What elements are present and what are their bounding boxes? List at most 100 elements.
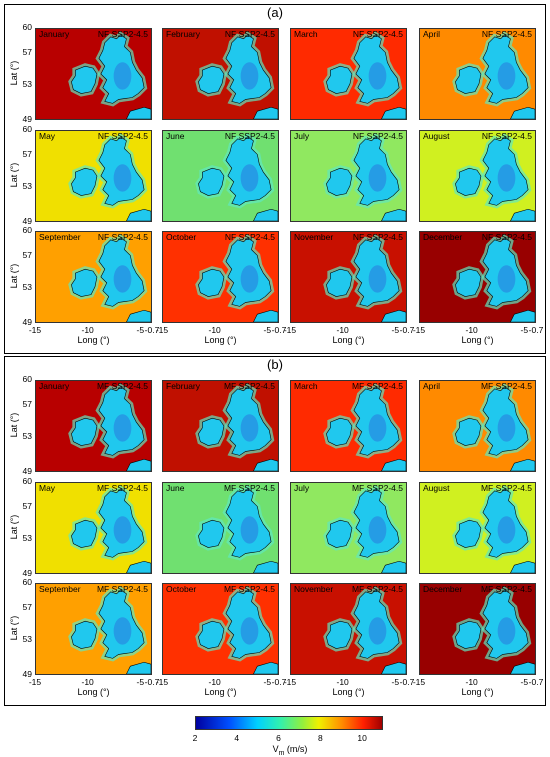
lat-tick: 57 bbox=[22, 398, 32, 409]
month-label: June bbox=[166, 131, 185, 141]
inland-low-speed bbox=[368, 265, 387, 293]
france-land bbox=[253, 106, 278, 119]
inland-low-speed bbox=[240, 265, 259, 293]
france-land bbox=[126, 661, 151, 674]
month-label: February bbox=[166, 29, 201, 39]
wind-speed-map bbox=[291, 584, 406, 674]
wind-speed-map bbox=[291, 381, 406, 471]
map-panel-december: December NF SSP2-4.5 bbox=[419, 231, 536, 323]
month-label: September bbox=[39, 584, 81, 594]
inland-low-speed bbox=[368, 62, 387, 90]
inland-low-speed bbox=[240, 414, 259, 442]
map-panel-january: January NF SSP2-4.5 bbox=[35, 28, 152, 120]
france-land bbox=[381, 309, 406, 322]
france-land bbox=[126, 458, 151, 471]
map-panel-april: April MF SSP2-4.5 bbox=[419, 380, 536, 472]
inland-low-speed bbox=[368, 516, 387, 544]
scenario-label: NF SSP2-4.5 bbox=[352, 131, 403, 141]
map-panel-june: June NF SSP2-4.5 bbox=[162, 130, 279, 222]
france-land bbox=[510, 106, 535, 119]
lat-tick: 57 bbox=[22, 148, 32, 159]
long-tick: -15 bbox=[155, 325, 169, 335]
long-tick: -5 bbox=[391, 325, 400, 335]
wind-speed-map bbox=[291, 232, 406, 322]
ireland-land bbox=[326, 417, 353, 446]
inland-low-speed bbox=[368, 414, 387, 442]
scenario-label: NF SSP2-4.5 bbox=[97, 232, 148, 242]
ireland-land bbox=[455, 268, 482, 297]
long-axis-label: Long (°) bbox=[461, 335, 494, 345]
month-label: April bbox=[423, 381, 441, 391]
inland-low-speed bbox=[240, 617, 259, 645]
month-label: August bbox=[423, 483, 450, 493]
colorbar bbox=[195, 716, 383, 730]
france-land bbox=[381, 560, 406, 573]
wind-speed-map bbox=[163, 131, 278, 221]
lat-tick: 53 bbox=[22, 79, 32, 90]
ireland-land bbox=[455, 65, 482, 94]
map-panel-august: August NF SSP2-4.5 bbox=[419, 130, 536, 222]
ireland-land bbox=[71, 417, 98, 446]
long-axis-label: Long (°) bbox=[77, 687, 110, 697]
month-label: May bbox=[39, 483, 56, 493]
long-tick: -15 bbox=[412, 325, 426, 335]
long-tick: -0.7 bbox=[144, 677, 160, 687]
lat-tick: 57 bbox=[22, 500, 32, 511]
france-land bbox=[510, 458, 535, 471]
wind-speed-map bbox=[420, 483, 535, 573]
section-a-label: (a) bbox=[267, 5, 283, 20]
scenario-label: MF SSP2-4.5 bbox=[96, 483, 148, 493]
france-land bbox=[381, 661, 406, 674]
wind-speed-map bbox=[291, 131, 406, 221]
scenario-label: MF SSP2-4.5 bbox=[223, 584, 275, 594]
long-tick: -5 bbox=[263, 325, 272, 335]
colorbar-tick: 4 bbox=[234, 733, 240, 743]
france-land bbox=[510, 309, 535, 322]
long-tick: -15 bbox=[28, 325, 42, 335]
inland-low-speed bbox=[113, 265, 132, 293]
map-panel-march: March MF SSP2-4.5 bbox=[290, 380, 407, 472]
month-label: August bbox=[423, 131, 450, 141]
france-land bbox=[126, 208, 151, 221]
wind-speed-map bbox=[36, 584, 151, 674]
france-land bbox=[510, 208, 535, 221]
lat-tick: 49 bbox=[22, 568, 32, 578]
long-tick: -10 bbox=[336, 325, 349, 335]
lat-tick: 60 bbox=[22, 577, 32, 587]
long-axis-label: Long (°) bbox=[332, 687, 365, 697]
france-land bbox=[381, 208, 406, 221]
ireland-land bbox=[198, 167, 225, 196]
france-land bbox=[126, 309, 151, 322]
wind-speed-map bbox=[36, 381, 151, 471]
long-axis-label: Long (°) bbox=[204, 687, 237, 697]
colorbar-tick: 2 bbox=[192, 733, 198, 743]
inland-low-speed bbox=[497, 414, 516, 442]
ireland-land bbox=[326, 268, 353, 297]
section-b-label: (b) bbox=[267, 357, 283, 372]
long-tick: -10 bbox=[81, 677, 94, 687]
lat-tick: 49 bbox=[22, 466, 32, 476]
month-label: May bbox=[39, 131, 56, 141]
month-label: October bbox=[166, 232, 197, 242]
wind-speed-map bbox=[163, 381, 278, 471]
wind-speed-map bbox=[163, 29, 278, 119]
map-panel-may: May MF SSP2-4.5 bbox=[35, 482, 152, 574]
ireland-land bbox=[198, 65, 225, 94]
long-tick: -10 bbox=[336, 677, 349, 687]
colorbar-tick: 6 bbox=[276, 733, 281, 743]
wind-speed-map bbox=[420, 131, 535, 221]
lat-tick: 53 bbox=[22, 634, 32, 645]
wind-speed-map bbox=[163, 483, 278, 573]
wind-speed-map bbox=[36, 131, 151, 221]
lat-tick: 53 bbox=[22, 533, 32, 544]
month-label: December bbox=[423, 584, 463, 594]
inland-low-speed bbox=[113, 164, 132, 192]
lat-tick: 57 bbox=[22, 249, 32, 260]
month-label: January bbox=[39, 381, 70, 391]
long-tick: -5 bbox=[136, 677, 145, 687]
long-tick: -15 bbox=[155, 677, 169, 687]
scenario-label: NF SSP2-4.5 bbox=[481, 232, 532, 242]
lat-tick: 49 bbox=[22, 114, 32, 124]
scenario-label: NF SSP2-4.5 bbox=[224, 131, 275, 141]
ireland-land bbox=[198, 268, 225, 297]
